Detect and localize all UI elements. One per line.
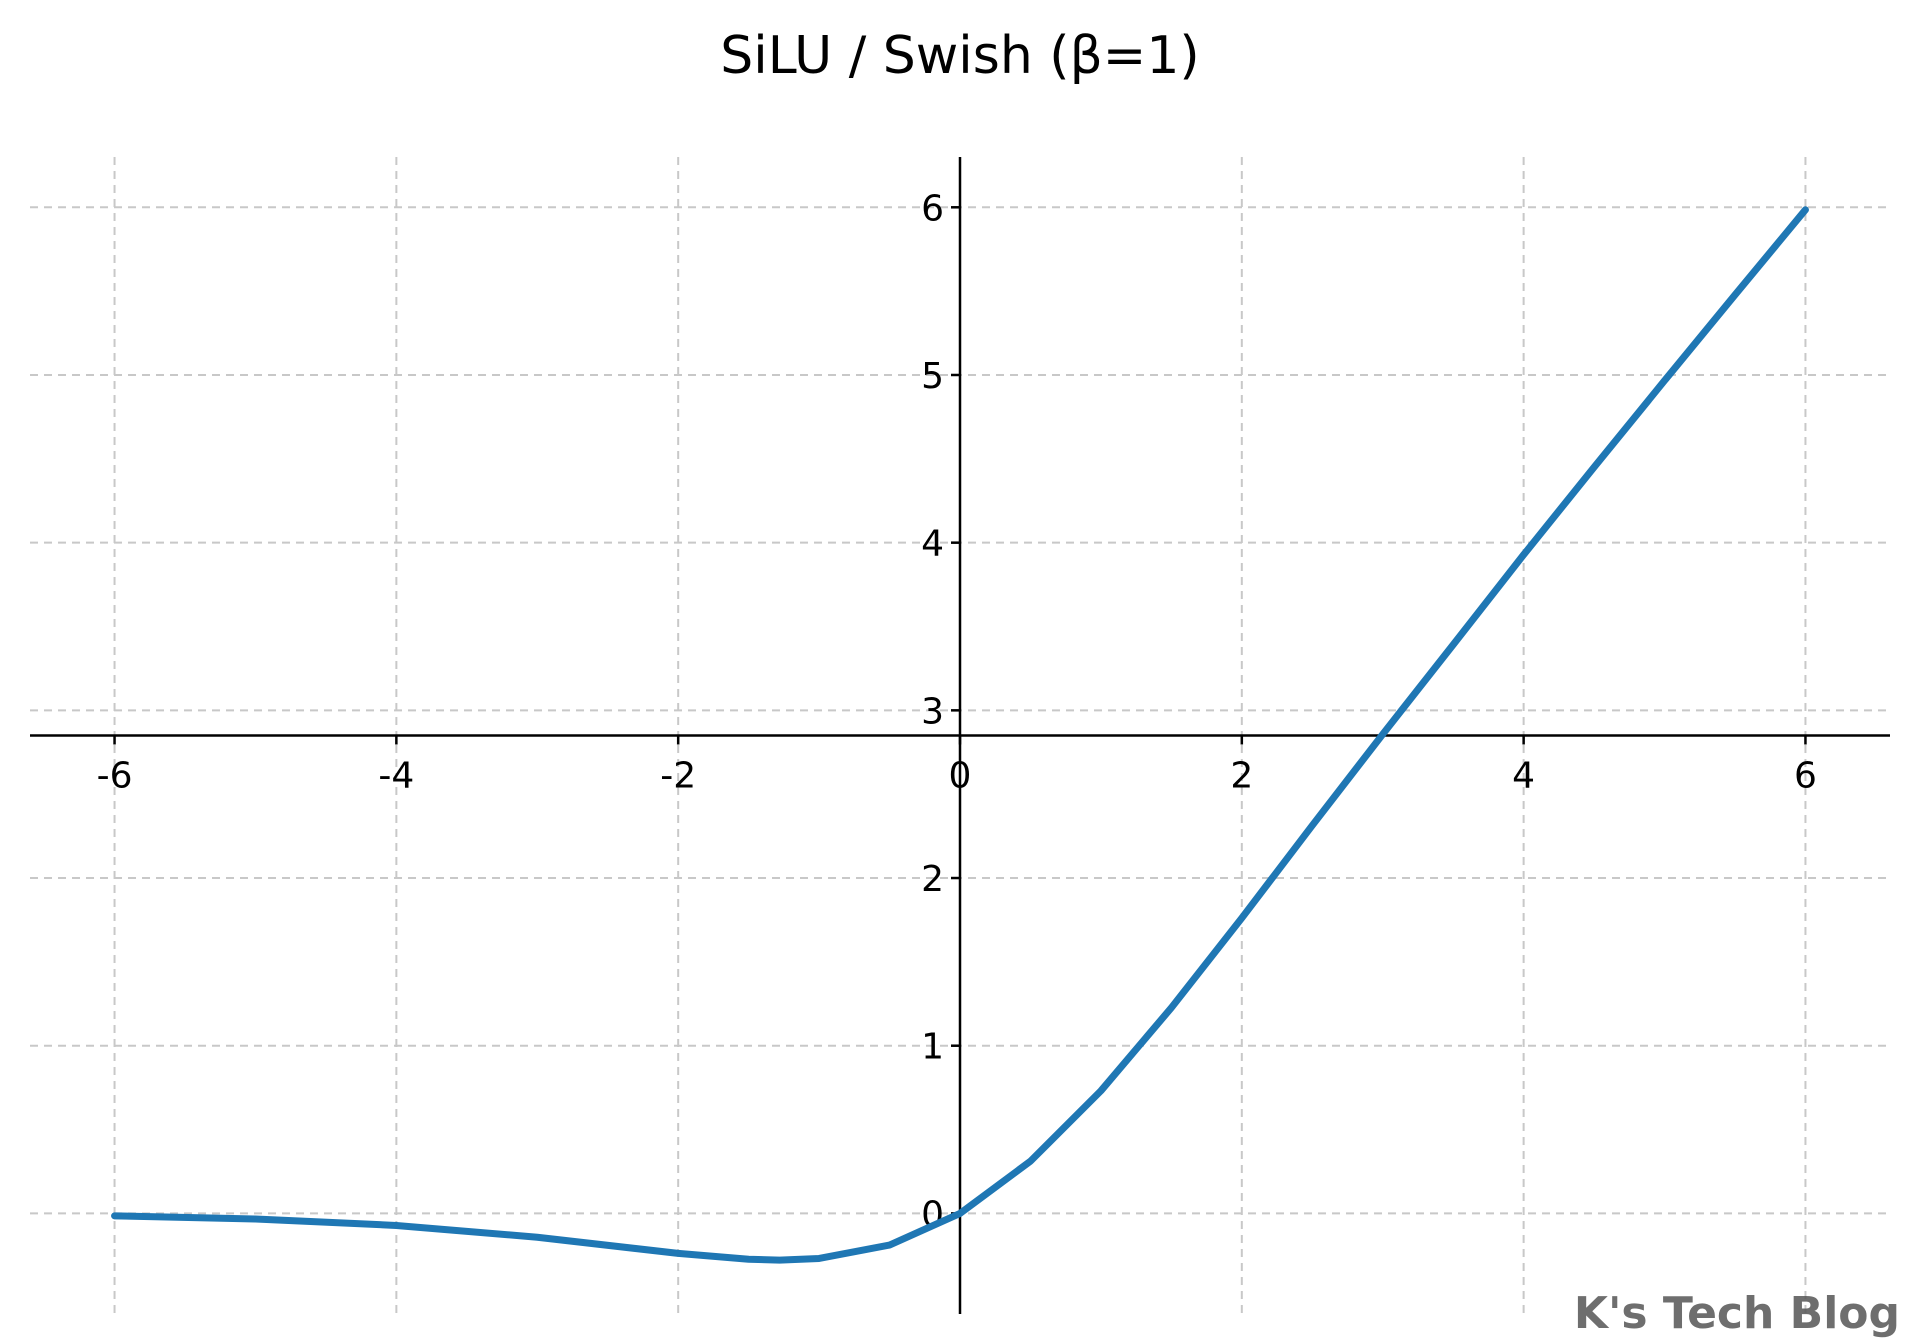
x-tick-label: 6	[1794, 756, 1817, 797]
y-tick-label: 5	[921, 356, 944, 397]
y-tick-label: 2	[921, 859, 944, 900]
x-tick-label: -4	[378, 756, 414, 797]
axes	[30, 157, 1890, 1314]
series-layer	[111, 206, 1809, 1264]
chart-title: SiLU / Swish (β=1)	[720, 26, 1199, 86]
watermark: K's Tech Blog	[1574, 1288, 1900, 1339]
y-tick-label: 4	[921, 524, 944, 565]
x-tick-label: -6	[97, 756, 133, 797]
x-tick-label: -2	[660, 756, 696, 797]
x-tick-label: 2	[1230, 756, 1253, 797]
y-tick-label: 6	[921, 188, 944, 229]
y-tick-label: 3	[921, 691, 944, 732]
x-tick-label: 4	[1512, 756, 1535, 797]
y-tick-label: 1	[921, 1027, 944, 1068]
x-tick-label: 0	[949, 756, 972, 797]
series-line	[111, 206, 1809, 1264]
